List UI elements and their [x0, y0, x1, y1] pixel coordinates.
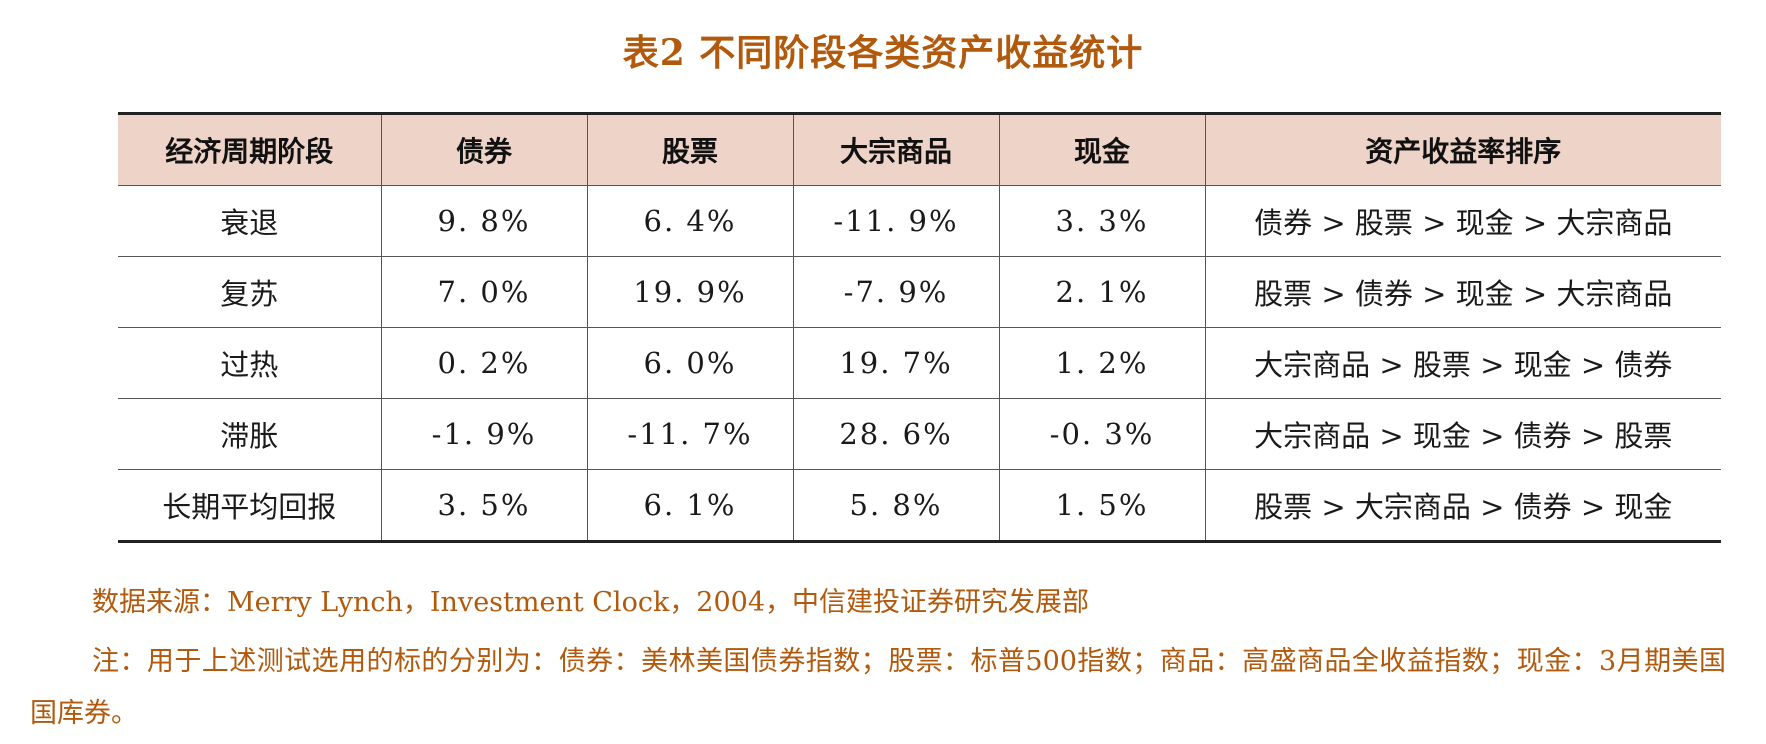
table-row: 复苏 7. 0% 19. 9% -7. 9% 2. 1% 股票 > 债券 > 现… [118, 256, 1721, 328]
cell-cash: -0. 3% [998, 398, 1206, 470]
header-bonds: 债券 [380, 113, 588, 186]
footnote: 注：用于上述测试选用的标的分别为：债券：美林美国债券指数；股票：标普500指数；… [30, 646, 1726, 729]
cell-bonds: -1. 9% [380, 398, 588, 470]
cell-commodities: 19. 7% [792, 327, 1000, 399]
cell-bonds: 7. 0% [380, 256, 588, 328]
header-return-ranking: 资产收益率排序 [1204, 113, 1721, 186]
table-row: 长期平均回报 3. 5% 6. 1% 5. 8% 1. 5% 股票 > 大宗商品… [118, 469, 1721, 542]
cell-cash: 3. 3% [998, 185, 1206, 257]
table-header-row: 经济周期阶段 债券 股票 大宗商品 现金 资产收益率排序 [118, 113, 1721, 186]
cell-ranking: 股票 > 大宗商品 > 债券 > 现金 [1204, 469, 1721, 542]
cell-commodities: 5. 8% [792, 469, 1000, 542]
table-title: 表2 不同阶段各类资产收益统计 [622, 32, 1144, 74]
cell-cash: 2. 1% [998, 256, 1206, 328]
asset-return-table: 经济周期阶段 债券 股票 大宗商品 现金 资产收益率排序 衰退 9. 8% 6.… [118, 112, 1721, 543]
cell-stage: 过热 [118, 327, 382, 399]
cell-commodities: -7. 9% [792, 256, 1000, 328]
header-cash: 现金 [998, 113, 1206, 186]
cell-cash: 1. 2% [998, 327, 1206, 399]
header-commodities: 大宗商品 [792, 113, 1000, 186]
cell-bonds: 0. 2% [380, 327, 588, 399]
cell-stage: 衰退 [118, 185, 382, 257]
header-stocks: 股票 [586, 113, 794, 186]
cell-bonds: 3. 5% [380, 469, 588, 542]
table-row: 衰退 9. 8% 6. 4% -11. 9% 3. 3% 债券 > 股票 > 现… [118, 185, 1721, 257]
cell-ranking: 股票 > 债券 > 现金 > 大宗商品 [1204, 256, 1721, 328]
cell-stocks: 6. 1% [586, 469, 794, 542]
cell-stage: 复苏 [118, 256, 382, 328]
cell-ranking: 大宗商品 > 股票 > 现金 > 债券 [1204, 327, 1721, 399]
cell-ranking: 债券 > 股票 > 现金 > 大宗商品 [1204, 185, 1721, 257]
cell-stage: 滞胀 [118, 398, 382, 470]
cell-ranking: 大宗商品 > 现金 > 债券 > 股票 [1204, 398, 1721, 470]
table-row: 过热 0. 2% 6. 0% 19. 7% 1. 2% 大宗商品 > 股票 > … [118, 327, 1721, 399]
cell-stocks: 6. 0% [586, 327, 794, 399]
table-row: 滞胀 -1. 9% -11. 7% 28. 6% -0. 3% 大宗商品 > 现… [118, 398, 1721, 470]
cell-stocks: 19. 9% [586, 256, 794, 328]
cell-stage: 长期平均回报 [118, 469, 382, 542]
cell-cash: 1. 5% [998, 469, 1206, 542]
cell-stocks: 6. 4% [586, 185, 794, 257]
cell-bonds: 9. 8% [380, 185, 588, 257]
cell-commodities: 28. 6% [792, 398, 1000, 470]
cell-commodities: -11. 9% [792, 185, 1000, 257]
header-cycle-stage: 经济周期阶段 [118, 113, 382, 186]
data-source-note: 数据来源：Merry Lynch，Investment Clock，2004，中… [92, 587, 1090, 618]
asset-return-table-container: 经济周期阶段 债券 股票 大宗商品 现金 资产收益率排序 衰退 9. 8% 6.… [118, 112, 1721, 543]
cell-stocks: -11. 7% [586, 398, 794, 470]
